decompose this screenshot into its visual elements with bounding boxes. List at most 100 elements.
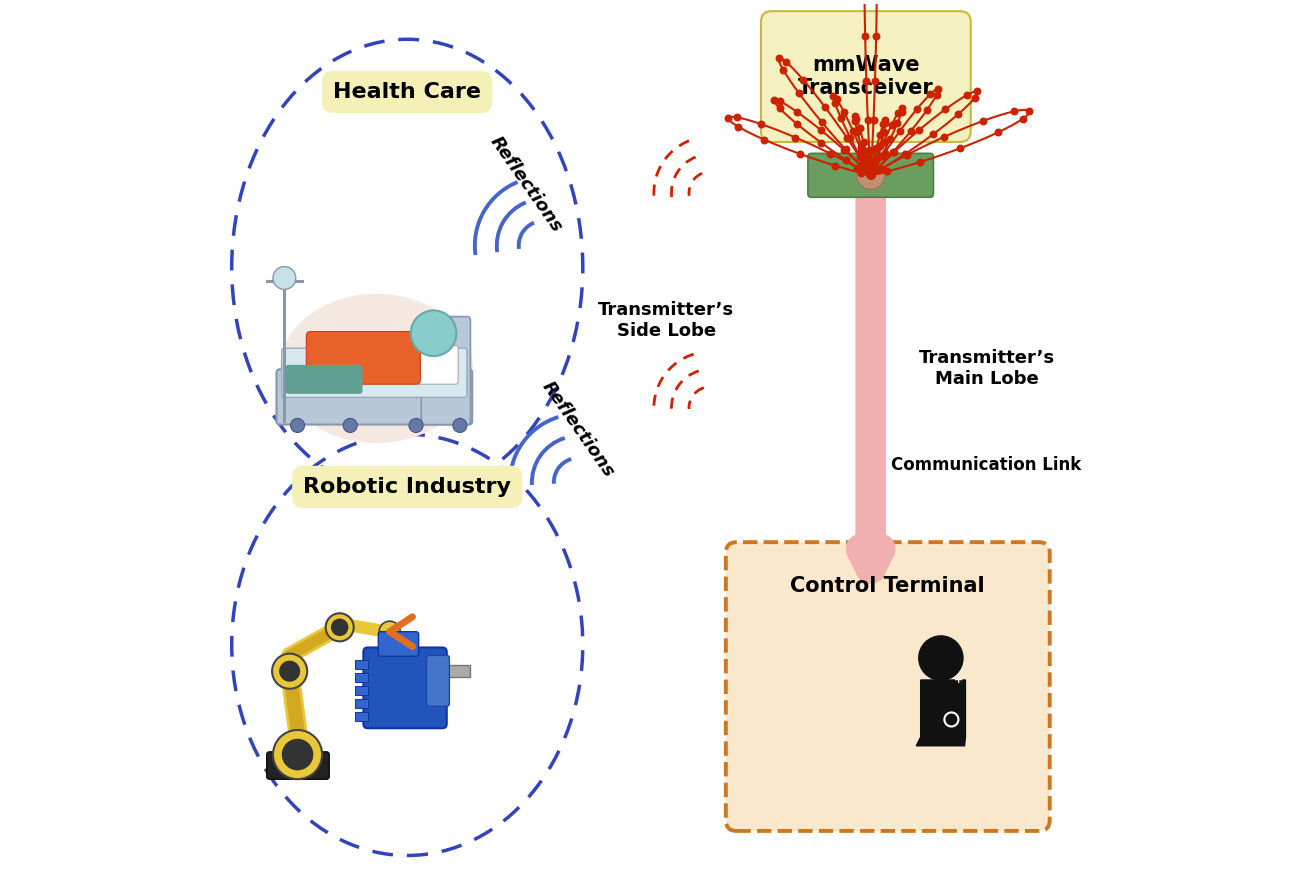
Circle shape: [273, 730, 323, 779]
Circle shape: [272, 654, 307, 688]
Point: [888, 105, 909, 120]
Point: [895, 147, 916, 161]
Point: [987, 125, 1008, 139]
Point: [853, 161, 874, 175]
Point: [861, 168, 882, 183]
Point: [866, 152, 887, 166]
Point: [861, 168, 882, 183]
Point: [786, 117, 807, 131]
Point: [862, 164, 883, 178]
Point: [811, 115, 832, 129]
Circle shape: [325, 613, 354, 641]
Circle shape: [453, 418, 468, 432]
Bar: [443, 665, 470, 677]
Circle shape: [282, 739, 313, 770]
Point: [887, 116, 908, 130]
Text: Transmitter’s
Side Lobe: Transmitter’s Side Lobe: [598, 300, 734, 339]
FancyBboxPatch shape: [808, 153, 934, 198]
Point: [870, 138, 891, 152]
FancyBboxPatch shape: [285, 365, 363, 394]
Point: [866, 162, 887, 176]
Point: [811, 136, 832, 150]
Point: [861, 168, 882, 183]
Point: [861, 168, 882, 183]
Text: mmWave
Transceiver: mmWave Transceiver: [798, 55, 934, 98]
FancyBboxPatch shape: [761, 12, 970, 142]
Point: [874, 146, 895, 160]
Point: [872, 161, 893, 175]
Point: [1012, 112, 1033, 126]
Point: [908, 123, 929, 137]
Text: Control Terminal: Control Terminal: [790, 576, 985, 596]
FancyBboxPatch shape: [769, 677, 852, 740]
Point: [871, 149, 892, 163]
Point: [874, 135, 895, 149]
FancyBboxPatch shape: [363, 648, 447, 728]
Text: Reflections: Reflections: [486, 133, 565, 236]
Point: [840, 131, 861, 145]
Point: [793, 73, 814, 87]
Point: [934, 130, 955, 144]
Point: [861, 168, 882, 183]
Point: [883, 145, 904, 159]
Circle shape: [343, 418, 358, 432]
Point: [956, 88, 977, 102]
Point: [861, 168, 882, 183]
Point: [857, 151, 878, 165]
Circle shape: [411, 310, 456, 356]
Point: [861, 168, 882, 183]
Point: [857, 160, 878, 175]
Point: [833, 143, 854, 157]
Point: [855, 74, 876, 88]
Circle shape: [918, 635, 964, 680]
Point: [875, 113, 896, 128]
Bar: [355, 686, 368, 695]
Point: [909, 155, 930, 169]
Point: [718, 112, 739, 126]
Point: [754, 133, 774, 147]
Point: [849, 121, 870, 136]
Point: [831, 112, 852, 126]
Point: [853, 156, 874, 170]
Point: [859, 167, 880, 182]
Point: [861, 168, 882, 183]
Point: [852, 140, 872, 154]
Text: Reflections: Reflections: [538, 378, 618, 481]
Point: [876, 164, 897, 178]
Point: [882, 118, 902, 132]
Point: [865, 162, 885, 176]
Point: [769, 101, 790, 115]
Point: [785, 130, 806, 144]
Point: [891, 105, 912, 119]
Bar: [355, 673, 368, 681]
Point: [859, 162, 880, 176]
Bar: [355, 712, 368, 721]
Point: [868, 160, 889, 175]
Bar: [777, 686, 844, 732]
Point: [859, 167, 880, 182]
Point: [926, 88, 947, 102]
Point: [827, 92, 848, 106]
Point: [865, 74, 885, 88]
FancyBboxPatch shape: [282, 348, 468, 397]
Point: [859, 162, 880, 176]
Point: [917, 103, 938, 117]
Point: [861, 168, 882, 183]
Point: [866, 152, 887, 167]
Point: [861, 165, 882, 179]
Point: [973, 113, 994, 128]
Ellipse shape: [279, 294, 473, 443]
Point: [820, 146, 841, 160]
Point: [776, 55, 797, 69]
Bar: [355, 699, 368, 708]
Text: Transmitter’s
Main Lobe: Transmitter’s Main Lobe: [918, 349, 1054, 388]
Circle shape: [330, 618, 349, 636]
Point: [862, 163, 883, 177]
Point: [935, 103, 956, 117]
Point: [872, 117, 893, 131]
Point: [866, 28, 887, 43]
Point: [763, 93, 784, 107]
FancyBboxPatch shape: [422, 316, 470, 424]
Point: [848, 160, 868, 175]
Point: [823, 89, 844, 103]
